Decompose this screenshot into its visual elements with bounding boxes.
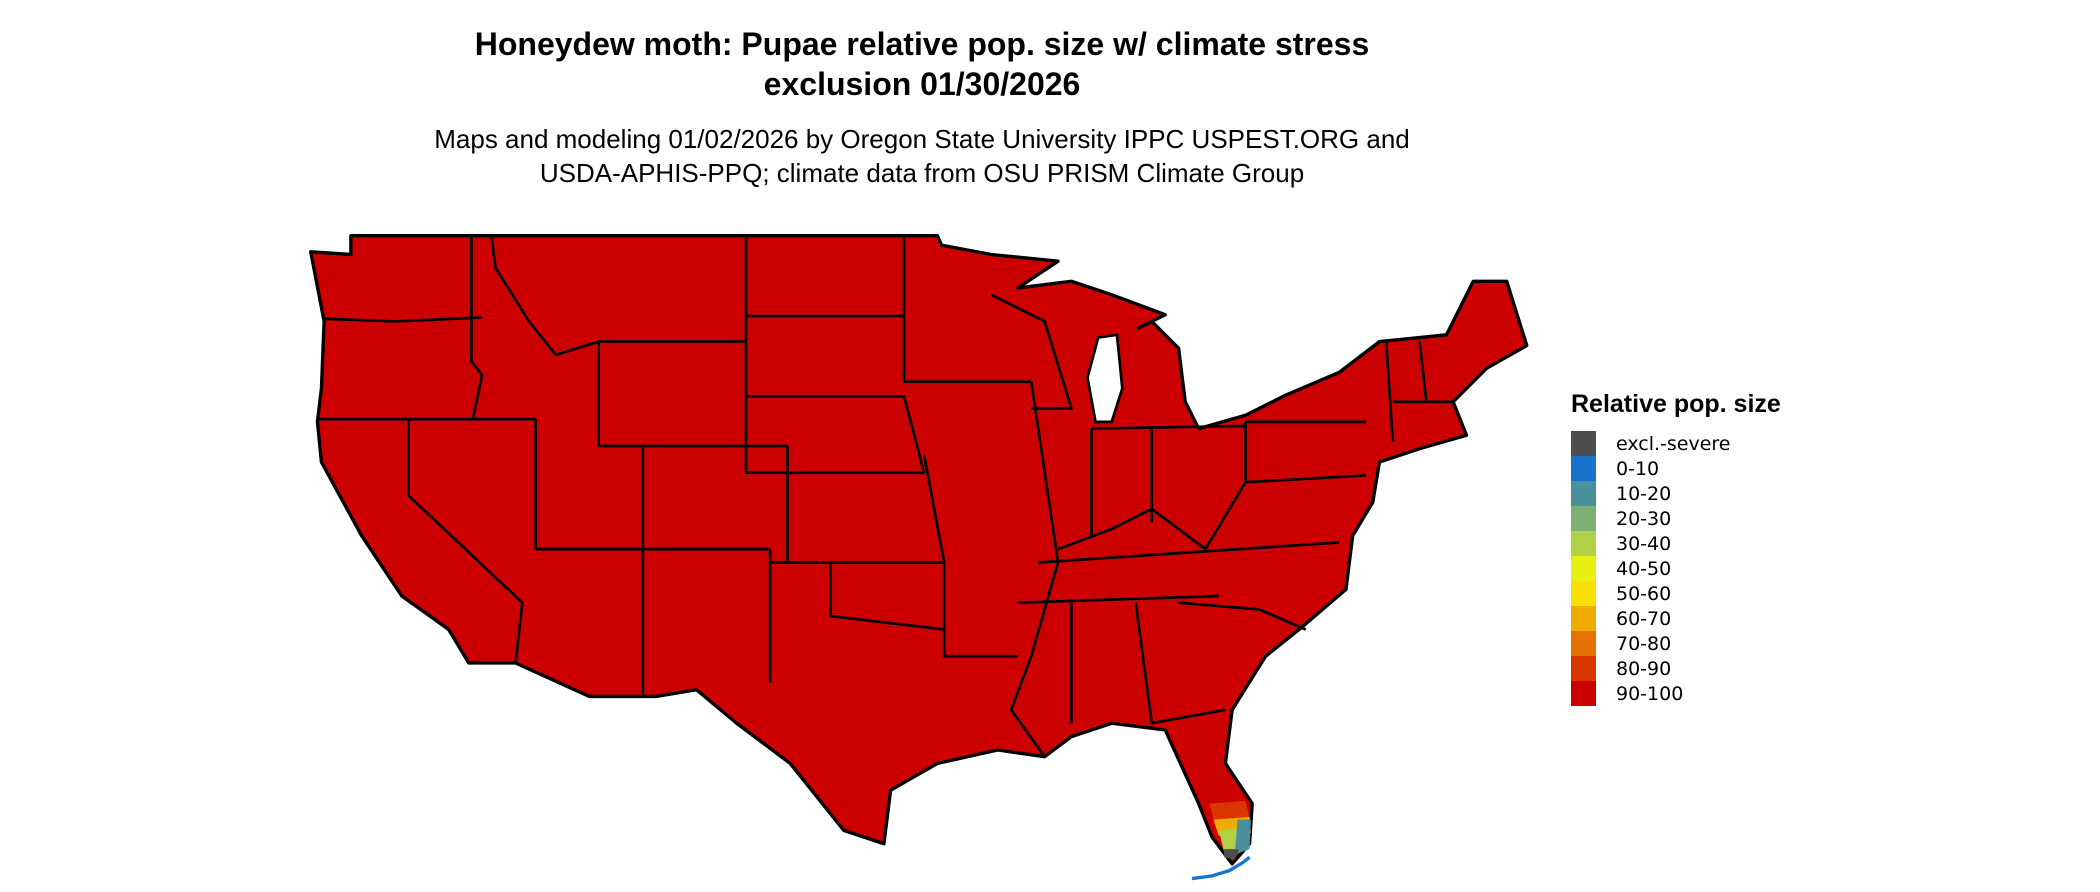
legend-label: 10-20 — [1616, 482, 1672, 505]
legend-label: 0-10 — [1616, 457, 1660, 480]
legend-label: 90-100 — [1616, 682, 1684, 705]
florida-10-20 — [1234, 819, 1251, 855]
state-border — [1009, 381, 1060, 758]
state-border — [1017, 594, 1219, 605]
legend-item: 20-30 — [1571, 506, 1781, 531]
legend-swatch — [1571, 456, 1596, 481]
conus-land — [309, 234, 1529, 866]
state-border — [829, 562, 945, 631]
map-title-line2: exclusion 01/30/2026 — [763, 66, 1081, 102]
legend-swatch — [1571, 581, 1596, 606]
legend-label: 80-90 — [1616, 657, 1672, 680]
state-border — [1418, 341, 1428, 402]
legend-label: 30-40 — [1616, 532, 1672, 555]
lake-michigan — [1086, 333, 1124, 424]
legend-item: 50-60 — [1571, 581, 1781, 606]
legend-swatch — [1571, 681, 1596, 706]
state-border — [990, 293, 1073, 410]
legend-label: 70-80 — [1616, 632, 1672, 655]
legend-swatch — [1571, 431, 1596, 456]
legend-title: Relative pop. size — [1571, 390, 1781, 418]
state-border — [1057, 507, 1207, 551]
legend-item: 10-20 — [1571, 481, 1781, 506]
legend-label: 20-30 — [1616, 507, 1672, 530]
legend-swatch — [1571, 606, 1596, 631]
legend-swatch — [1571, 481, 1596, 506]
florida-keys-0-10 — [1191, 855, 1251, 881]
legend-swatch — [1571, 631, 1596, 656]
state-border — [470, 235, 484, 420]
state-border — [902, 235, 1032, 384]
legend-item: 40-50 — [1571, 556, 1781, 581]
state-border — [922, 455, 1018, 658]
state-border — [490, 235, 600, 446]
legend-item: 0-10 — [1571, 456, 1781, 481]
conus-outline — [309, 234, 1529, 866]
map-title-line1: Honeydew moth: Pupae relative pop. size … — [474, 26, 1370, 62]
legend-item: excl.-severe — [1571, 431, 1781, 456]
florida-gradient — [1191, 800, 1251, 881]
legend-label: excl.-severe — [1616, 432, 1731, 455]
state-border — [1178, 601, 1307, 631]
state-borders — [317, 235, 1454, 758]
state-border — [324, 316, 483, 323]
state-border — [745, 395, 926, 474]
florida-excl — [1224, 849, 1239, 860]
legend-swatch — [1571, 506, 1596, 531]
legend-item: 30-40 — [1571, 531, 1781, 556]
legend-item: 60-70 — [1571, 606, 1781, 631]
legend-label: 60-70 — [1616, 607, 1672, 630]
legend-item: 70-80 — [1571, 631, 1781, 656]
map-subtitle-line2: USDA-APHIS-PPQ; climate data from OSU PR… — [539, 158, 1305, 188]
legend-item: 80-90 — [1571, 656, 1781, 681]
state-border — [1384, 341, 1395, 443]
legend-label: 40-50 — [1616, 557, 1672, 580]
state-border — [407, 419, 524, 664]
state-border — [1091, 424, 1246, 430]
legend-swatch — [1571, 656, 1596, 681]
state-border — [744, 235, 925, 475]
legend: Relative pop. size excl.-severe 0-10 10-20… — [1571, 390, 1781, 706]
florida-30-40 — [1218, 827, 1241, 852]
legend-item: 90-100 — [1571, 681, 1781, 706]
legend-swatch — [1571, 556, 1596, 581]
map-subtitle-line1: Maps and modeling 01/02/2026 by Oregon S… — [434, 124, 1410, 154]
legend-label: 50-60 — [1616, 582, 1672, 605]
state-border — [1134, 602, 1226, 725]
legend-swatch — [1571, 531, 1596, 556]
state-border — [1037, 541, 1340, 564]
